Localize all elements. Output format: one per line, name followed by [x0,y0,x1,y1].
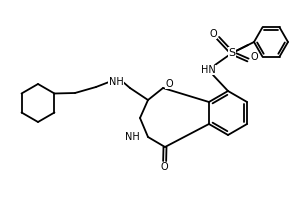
Text: NH: NH [125,132,140,142]
Text: O: O [250,52,258,62]
Text: S: S [228,48,236,58]
Text: O: O [165,79,173,89]
Text: O: O [209,29,217,39]
Text: HN: HN [201,65,215,75]
Text: NH: NH [109,77,123,87]
Text: O: O [161,162,169,172]
